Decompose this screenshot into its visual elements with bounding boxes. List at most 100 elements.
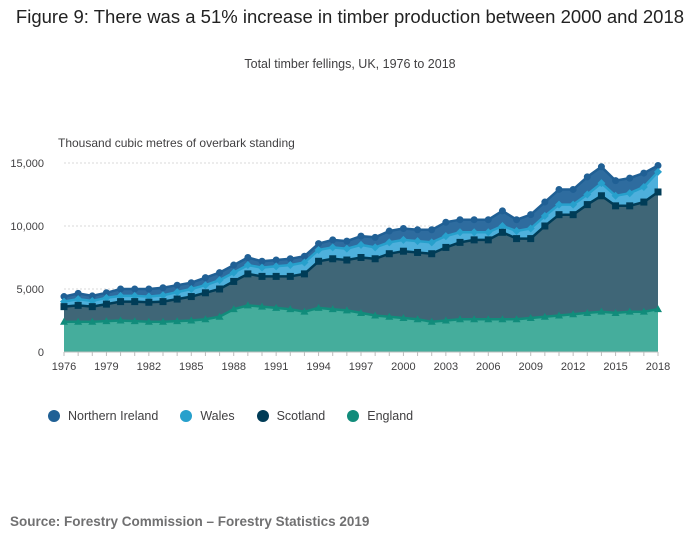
data-point-england (470, 315, 479, 323)
data-point-wales (427, 238, 436, 247)
data-point-england (555, 311, 563, 319)
data-point-northern-ireland (329, 236, 337, 244)
data-point-scotland (414, 248, 422, 256)
data-point-england (512, 315, 521, 323)
data-point-scotland (498, 228, 506, 236)
data-point-northern-ireland (102, 289, 110, 297)
data-point-scotland (343, 256, 351, 264)
data-point-scotland (300, 270, 308, 278)
data-point-northern-ireland (640, 169, 648, 177)
data-point-northern-ireland (513, 216, 521, 224)
data-point-wales (272, 262, 281, 271)
data-point-england (88, 317, 97, 325)
y-tick-label: 15,000 (10, 158, 44, 170)
data-point-wales (526, 224, 535, 233)
data-point-wales (611, 191, 620, 200)
data-point-wales (102, 293, 111, 302)
data-point-northern-ireland (456, 216, 464, 224)
data-point-wales (639, 182, 648, 191)
legend-label-northern-ireland: Northern Ireland (68, 409, 159, 423)
legend-label-wales: Wales (200, 409, 235, 423)
data-point-wales (555, 200, 563, 209)
data-point-scotland (60, 303, 68, 311)
legend-item-northern-ireland: Northern Ireland (48, 409, 158, 423)
data-point-england (441, 316, 450, 324)
chart-title: Figure 9: There was a 51% increase in ti… (15, 6, 685, 27)
data-point-scotland (541, 222, 549, 230)
data-point-scotland (597, 192, 605, 200)
data-point-scotland (131, 298, 139, 306)
data-point-northern-ireland (343, 237, 351, 245)
x-tick-label: 1991 (264, 361, 288, 373)
data-point-england (159, 317, 167, 325)
x-tick-label: 1985 (179, 361, 203, 373)
data-point-northern-ireland (131, 285, 139, 293)
data-point-wales (173, 288, 182, 297)
data-point-northern-ireland (357, 232, 365, 240)
data-point-england (540, 312, 549, 320)
data-point-wales (187, 285, 196, 293)
data-point-england (399, 313, 408, 321)
data-point-wales (569, 200, 578, 209)
data-point-england (102, 317, 111, 325)
data-point-wales (130, 291, 139, 300)
data-point-northern-ireland (612, 177, 620, 185)
data-point-england (258, 302, 266, 310)
data-point-england (371, 311, 380, 319)
x-tick-label: 2015 (603, 361, 627, 373)
x-tick-label: 1997 (349, 361, 373, 373)
x-tick-label: 2009 (518, 361, 542, 373)
data-point-wales (470, 228, 479, 237)
x-tick-label: 2003 (434, 361, 458, 373)
data-point-northern-ireland (541, 198, 549, 206)
source-note: Source: Forestry Commission – Forestry S… (10, 514, 370, 529)
data-point-england (116, 316, 125, 324)
data-point-scotland (187, 293, 195, 301)
x-tick-label: 2006 (476, 361, 500, 373)
legend-item-scotland: Scotland (256, 409, 325, 423)
data-point-england (611, 308, 620, 316)
data-point-northern-ireland (597, 163, 605, 171)
data-point-england (357, 308, 365, 316)
data-point-scotland (385, 250, 393, 258)
legend-item-england: England (347, 409, 413, 423)
data-point-wales (201, 281, 210, 290)
y-axis-label: Thousand cubic metres of overbark standi… (58, 136, 295, 150)
data-point-scotland (513, 235, 521, 243)
data-point-scotland (484, 236, 492, 244)
data-point-northern-ireland (272, 256, 280, 264)
legend-swatch-scotland (256, 410, 269, 422)
data-point-scotland (88, 303, 96, 311)
data-point-northern-ireland (187, 279, 195, 287)
data-point-wales (512, 227, 521, 236)
data-point-scotland (159, 298, 167, 306)
legend-swatch-wales (180, 410, 193, 422)
data-point-england (484, 315, 493, 323)
data-point-wales (144, 292, 153, 301)
data-point-northern-ireland (244, 254, 252, 261)
data-point-wales (258, 263, 266, 272)
x-tick-label: 2012 (561, 361, 585, 373)
data-point-england (427, 317, 436, 325)
data-point-northern-ireland (654, 162, 662, 170)
x-tick-label: 1982 (137, 361, 161, 373)
data-point-scotland (527, 235, 535, 243)
data-point-northern-ireland (414, 226, 422, 234)
data-point-northern-ireland (626, 174, 634, 182)
data-point-northern-ireland (470, 216, 478, 224)
data-point-england (639, 307, 648, 315)
data-point-scotland (399, 247, 407, 255)
data-point-wales (399, 235, 408, 244)
data-point-northern-ireland (385, 227, 393, 235)
data-point-england (569, 310, 578, 318)
data-point-england (526, 313, 535, 321)
data-point-wales (583, 190, 592, 199)
x-tick-label: 1976 (52, 361, 76, 373)
data-point-england (187, 316, 196, 324)
data-point-england (413, 315, 422, 323)
data-point-scotland (315, 257, 323, 265)
data-point-scotland (442, 243, 450, 251)
data-point-england (272, 303, 281, 311)
data-point-wales (215, 276, 224, 285)
data-point-wales (540, 211, 549, 220)
